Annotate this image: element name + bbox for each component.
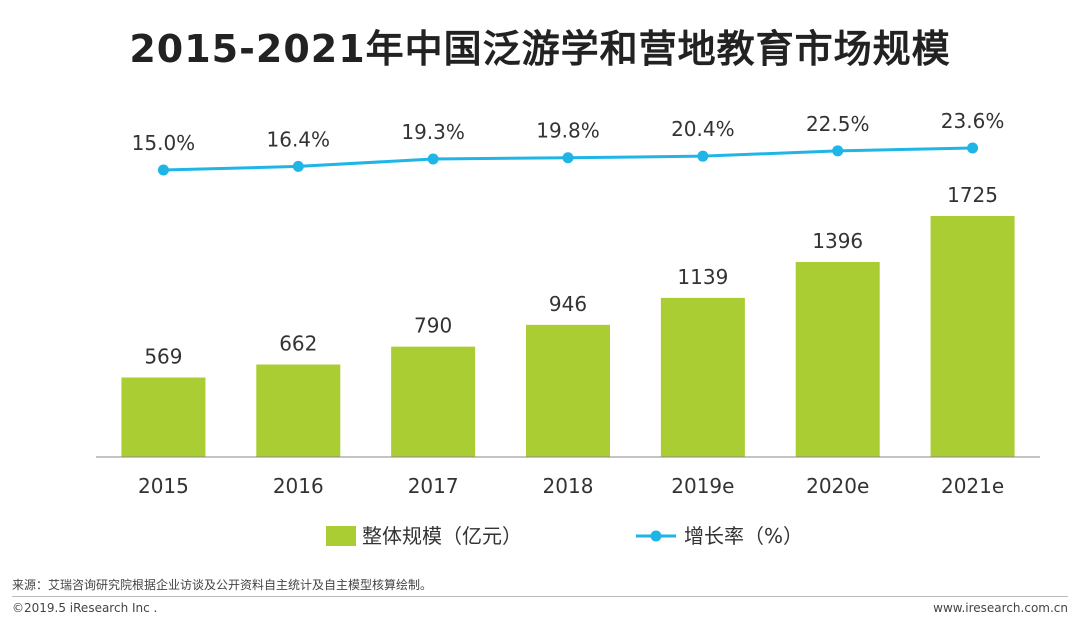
bar-value-label-2018: 946 — [549, 292, 587, 316]
growth-point-2015 — [157, 164, 169, 176]
growth-point-2020e — [832, 145, 844, 157]
growth-point-2018 — [562, 152, 574, 164]
bar-2019e — [660, 297, 745, 457]
x-tick-label-2017: 2017 — [408, 474, 459, 498]
legend-bar-label: 整体规模（亿元） — [362, 524, 522, 548]
website-link[interactable]: www.iresearch.com.cn — [933, 601, 1068, 615]
growth-label-2016: 16.4% — [267, 127, 331, 151]
bar-2017 — [391, 346, 476, 457]
growth-point-2017 — [427, 153, 439, 165]
x-tick-label-2019e: 2019e — [671, 474, 734, 498]
footer-divider — [12, 596, 1068, 597]
source-note: 来源：艾瑞咨询研究院根据企业访谈及公开资料自主统计及自主模型核算绘制。 — [12, 578, 433, 592]
growth-point-2016 — [292, 160, 304, 172]
bar-value-label-2019e: 1139 — [677, 265, 728, 289]
bar-value-label-2015: 569 — [144, 345, 182, 369]
growth-label-2020e: 22.5% — [806, 112, 870, 136]
chart-title: 2015-2021年中国泛游学和营地教育市场规模 — [129, 27, 951, 71]
bar-2018 — [526, 324, 610, 457]
x-tick-label-2021e: 2021e — [941, 474, 1004, 498]
bar-2020e — [795, 261, 880, 457]
legend-bar-swatch — [326, 526, 356, 546]
x-tick-label-2016: 2016 — [273, 474, 324, 498]
growth-label-2019e: 20.4% — [671, 117, 735, 141]
bar-value-label-2017: 790 — [414, 314, 452, 338]
growth-point-2021e — [967, 142, 979, 154]
growth-label-2015: 15.0% — [132, 131, 196, 155]
x-tick-label-2015: 2015 — [138, 474, 189, 498]
bar-2016 — [256, 364, 341, 457]
growth-label-2018: 19.8% — [536, 119, 600, 143]
legend-line-label: 增长率（%） — [684, 524, 803, 548]
bar-2021e — [930, 216, 1015, 457]
legend-line-marker — [650, 530, 662, 542]
bar-2015 — [121, 377, 206, 457]
growth-point-2019e — [697, 150, 709, 162]
growth-label-2017: 19.3% — [401, 120, 465, 144]
x-tick-label-2020e: 2020e — [806, 474, 869, 498]
x-tick-label-2018: 2018 — [543, 474, 594, 498]
copyright-text: ©2019.5 iResearch Inc . — [12, 601, 158, 615]
bar-value-label-2016: 662 — [279, 332, 317, 356]
combo-chart: 569 2015 662 2016 790 2017 946 2018 1139 2019e 139… — [96, 109, 1040, 548]
growth-label-2021e: 23.6% — [941, 109, 1005, 133]
bar-value-label-2020e: 1396 — [812, 229, 863, 253]
bar-value-label-2021e: 1725 — [947, 183, 998, 207]
